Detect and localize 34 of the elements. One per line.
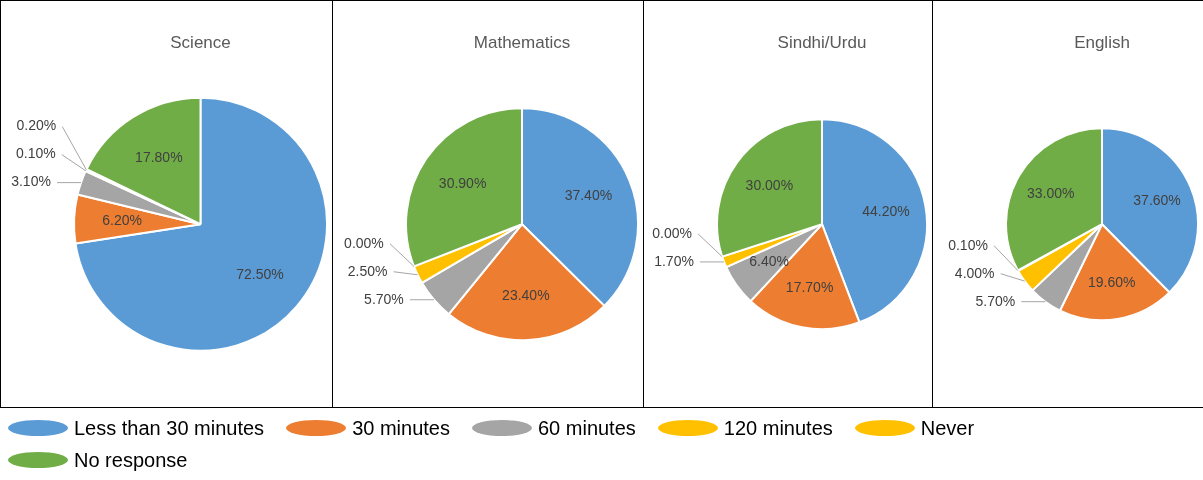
- legend-label: No response: [74, 448, 188, 472]
- legend-label: Less than 30 minutes: [74, 416, 265, 440]
- data-label: 44.20%: [862, 203, 910, 220]
- data-label: 2.50%: [347, 262, 388, 279]
- data-label: 72.50%: [236, 266, 284, 283]
- text: 0.00%: [652, 224, 692, 241]
- data-label: 19.60%: [1087, 273, 1136, 290]
- data-label: 1.70%: [654, 252, 694, 269]
- data-label: 33.00%: [1027, 184, 1075, 201]
- data-label: 17.70%: [785, 278, 834, 295]
- legend-label: 60 minutes: [537, 416, 636, 440]
- data-label: 37.40%: [564, 187, 613, 204]
- chart-title: English: [1074, 32, 1130, 52]
- data-label: 17.80%: [135, 148, 183, 165]
- legend-label: 120 minutes: [723, 416, 833, 440]
- data-label: 0.10%: [948, 236, 988, 253]
- data-label: 3.10%: [11, 173, 51, 190]
- data-label: 4.00%: [954, 264, 995, 281]
- legend-label: 30 minutes: [352, 416, 450, 440]
- data-label: 6.20%: [102, 211, 142, 228]
- chart-title: Mathematics: [473, 32, 571, 52]
- text: 0.00%: [344, 234, 384, 251]
- data-label: 37.60%: [1133, 192, 1181, 209]
- data-label: 30.90%: [438, 174, 487, 191]
- data-label: 30.00%: [745, 176, 794, 193]
- data-label: 5.70%: [364, 290, 404, 307]
- data-label: 6.40%: [749, 252, 789, 269]
- chart-title: Science: [170, 32, 231, 52]
- data-label: 0.20%: [16, 117, 57, 134]
- data-label: 23.40%: [502, 286, 550, 303]
- data-label: 5.70%: [975, 292, 1016, 309]
- chart-title: Sindhi/Urdu: [777, 32, 867, 52]
- data-label: 0.10%: [15, 145, 56, 162]
- legend-label: Never: [920, 416, 975, 440]
